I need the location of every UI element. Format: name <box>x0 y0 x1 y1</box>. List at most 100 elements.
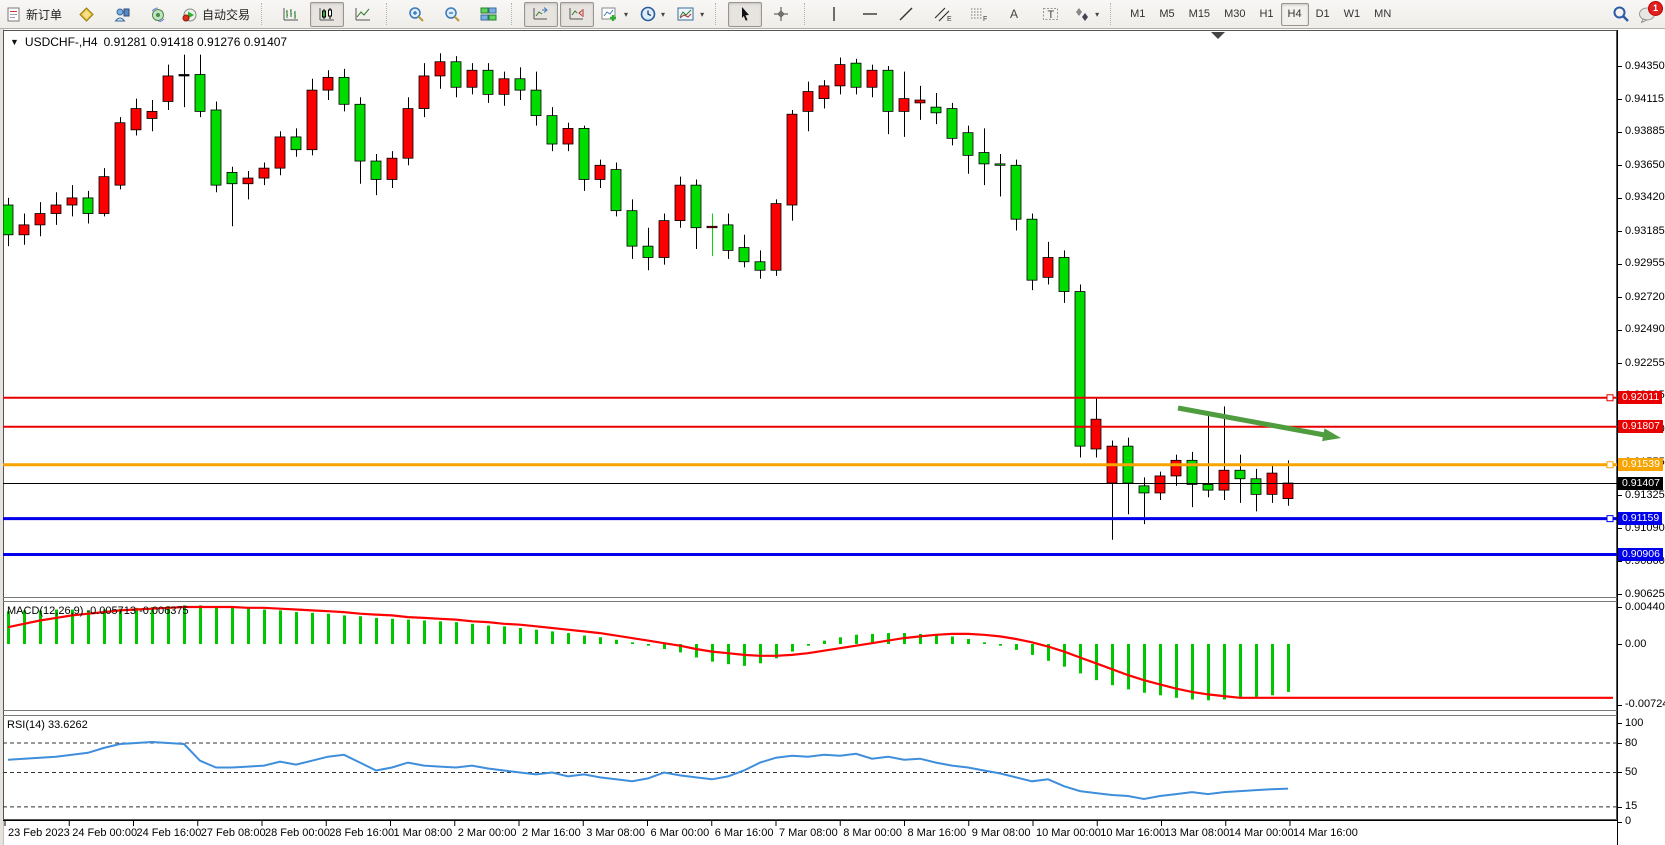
candle-body <box>786 113 798 206</box>
zoom-in-icon <box>408 7 424 22</box>
horizontal-line-tool-button[interactable] <box>853 2 887 27</box>
text-tool-button[interactable]: A <box>997 2 1031 27</box>
bar-chart-mode-button[interactable] <box>274 2 308 27</box>
time-label: 3 Mar 08:00 <box>586 827 645 839</box>
candle-body <box>386 157 398 180</box>
price-badge-0.90906: 0.90906 <box>1618 548 1663 561</box>
axis-tick-label: 0.93885 <box>1625 125 1665 138</box>
line-anchor-marker[interactable] <box>1606 461 1614 469</box>
candle-body <box>82 197 94 214</box>
channel-tool-button[interactable]: E <box>925 2 959 27</box>
templates-button[interactable]: ▾ <box>672 2 709 27</box>
candle-body <box>674 184 686 222</box>
candle-body <box>946 108 958 139</box>
crosshair-tool-button[interactable] <box>764 2 798 27</box>
notification-count-badge: 1 <box>1648 0 1663 16</box>
candle-body <box>1058 257 1070 292</box>
line-chart-mode-button[interactable] <box>346 2 380 27</box>
candle-body <box>818 85 830 100</box>
trend-arrow-head[interactable] <box>1322 428 1341 442</box>
candle-body <box>1154 475 1166 494</box>
price-badge-0.91807: 0.91807 <box>1618 420 1663 434</box>
vertical-line-tool-button[interactable] <box>817 2 851 27</box>
axis-tick-label: 15 <box>1625 800 1638 813</box>
timeframe-button-m30[interactable]: M30 <box>1224 8 1246 20</box>
text-label-tool-button[interactable]: T <box>1033 2 1067 27</box>
chart-plot-area[interactable]: 23 Feb 2023 24 Feb 00:00 24 Feb 16:00 27 Fe… <box>3 30 1617 845</box>
diamond-icon <box>78 6 94 22</box>
candle-body <box>1090 418 1102 450</box>
timeframe-button-h4[interactable]: H4 <box>1280 2 1309 26</box>
line-anchor-marker[interactable] <box>1606 515 1614 523</box>
axis-tick-label: 0.93185 <box>1625 224 1665 237</box>
crosshair-icon <box>774 7 789 21</box>
time-label: 7 Mar 08:00 <box>779 827 838 839</box>
chart-window: 23 Feb 2023 24 Feb 00:00 24 Feb 16:00 27 Fe… <box>0 29 1665 845</box>
candlestick-mode-button[interactable] <box>310 1 345 27</box>
candle-body <box>514 78 526 91</box>
timeframe-button-m5[interactable]: M5 <box>1159 8 1175 20</box>
timeframe-button-m1[interactable]: M1 <box>1130 8 1146 20</box>
timeframe-button-mn[interactable]: MN <box>1374 8 1392 20</box>
toolbar-separator <box>511 3 519 25</box>
line-chart-icon <box>355 8 371 21</box>
candle-body <box>546 115 558 145</box>
search-icon[interactable] <box>1612 5 1630 23</box>
market-watch-button[interactable] <box>69 2 103 27</box>
new-order-button[interactable]: 新订单 <box>2 2 67 27</box>
rsi-label: RSI(14) 33.6262 <box>7 719 88 731</box>
axis-tick-mark <box>1618 131 1622 133</box>
timeframe-button-w1[interactable]: W1 <box>1343 8 1361 20</box>
candle-body <box>434 61 446 77</box>
indicators-button[interactable]: ▾ <box>596 2 633 27</box>
price-axis[interactable]: 0.94350 0.94115 0.93885 0.93650 0.93420 0.931… <box>1617 30 1665 845</box>
timeframe-button-h1[interactable]: H1 <box>1259 8 1274 20</box>
notifications-button[interactable]: 1 <box>1638 0 1663 23</box>
arrows-tool-button[interactable]: ▾ <box>1069 2 1104 27</box>
cursor-tool-button[interactable] <box>728 1 763 27</box>
macd-signal-line <box>7 605 1613 699</box>
axis-tick-label: 0.92955 <box>1625 257 1665 270</box>
strategy-tester-button[interactable] <box>141 2 175 27</box>
auto-scroll-button[interactable] <box>524 1 559 27</box>
zoom-out-button[interactable] <box>435 2 469 27</box>
chart-dropdown-icon[interactable]: ▼ <box>10 37 19 47</box>
toolbar-separator <box>804 3 812 25</box>
rsi-line <box>7 740 1289 801</box>
auto-trading-label: 自动交易 <box>202 7 251 22</box>
time-label: 6 Mar 00:00 <box>651 827 710 839</box>
time-axis[interactable]: 23 Feb 2023 24 Feb 00:00 24 Feb 16:00 27 Fe… <box>4 820 1358 839</box>
indicators-icon <box>601 7 617 21</box>
candle-body <box>226 171 238 185</box>
candle-body <box>322 76 334 91</box>
chart-shift-marker[interactable] <box>1211 32 1225 39</box>
line-anchor-marker[interactable] <box>1606 394 1614 402</box>
auto-trading-button[interactable]: 自动交易 <box>177 2 255 27</box>
trendline-tool-button[interactable] <box>889 2 923 27</box>
candle-body <box>802 91 814 112</box>
periods-button[interactable]: ▾ <box>635 2 670 27</box>
axis-tick-label: 0 <box>1625 815 1632 828</box>
timeframe-button-d1[interactable]: D1 <box>1315 8 1330 20</box>
auto-trading-icon <box>182 8 197 21</box>
candle-body <box>450 61 462 88</box>
data-window-button[interactable] <box>105 2 139 27</box>
time-label: 14 Mar 16:00 <box>1293 827 1358 839</box>
fibonacci-tool-button[interactable]: F <box>961 2 995 27</box>
timeframe-button-m15[interactable]: M15 <box>1188 8 1211 20</box>
svg-text:A: A <box>1010 7 1018 21</box>
candle-body <box>642 245 654 258</box>
candle-body <box>162 75 174 102</box>
axis-tick-mark <box>1618 723 1622 725</box>
time-label: 2 Mar 00:00 <box>458 827 517 839</box>
candle-body <box>98 176 110 214</box>
trend-arrow-line[interactable] <box>1177 405 1326 438</box>
axis-tick-mark <box>1618 231 1622 233</box>
time-label: 23 Feb 2023 <box>8 827 70 839</box>
tile-windows-button[interactable] <box>471 2 505 27</box>
time-label: 24 Feb 16:00 <box>137 827 202 839</box>
candle-body <box>994 163 1006 166</box>
candle-body <box>290 136 302 151</box>
zoom-in-button[interactable] <box>399 2 433 27</box>
chart-shift-button[interactable] <box>560 1 595 27</box>
